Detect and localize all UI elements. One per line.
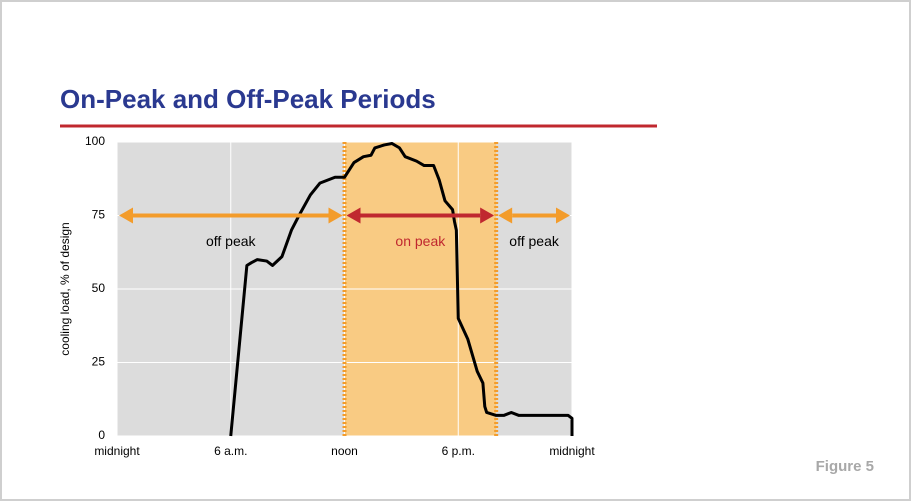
- y-tick-label: 0: [98, 428, 105, 442]
- y-axis-title: cooling load, % of design: [58, 222, 72, 355]
- chart-title: On-Peak and Off-Peak Periods: [60, 84, 436, 114]
- period-arrow-head: [328, 207, 343, 224]
- period-arrow-head: [556, 207, 570, 224]
- y-tick-label: 100: [85, 134, 105, 148]
- y-tick-label: 50: [92, 281, 106, 295]
- period-label: off peak: [509, 233, 560, 249]
- period-arrow-head: [346, 207, 361, 224]
- period-label: off peak: [206, 233, 257, 249]
- y-tick-label: 75: [92, 208, 106, 222]
- period-label: on peak: [395, 233, 446, 249]
- x-tick-label: noon: [331, 444, 358, 458]
- x-tick-label: midnight: [549, 444, 595, 458]
- period-arrow-head: [498, 207, 513, 224]
- x-tick-label: midnight: [94, 444, 140, 458]
- period-arrow-head: [119, 207, 133, 224]
- y-tick-label: 25: [92, 355, 106, 369]
- x-tick-label: 6 p.m.: [442, 444, 475, 458]
- load-curve: [229, 141, 574, 437]
- x-tick-label: 6 a.m.: [214, 444, 247, 458]
- figure-caption: Figure 5: [816, 458, 874, 475]
- period-arrow-head: [480, 207, 495, 224]
